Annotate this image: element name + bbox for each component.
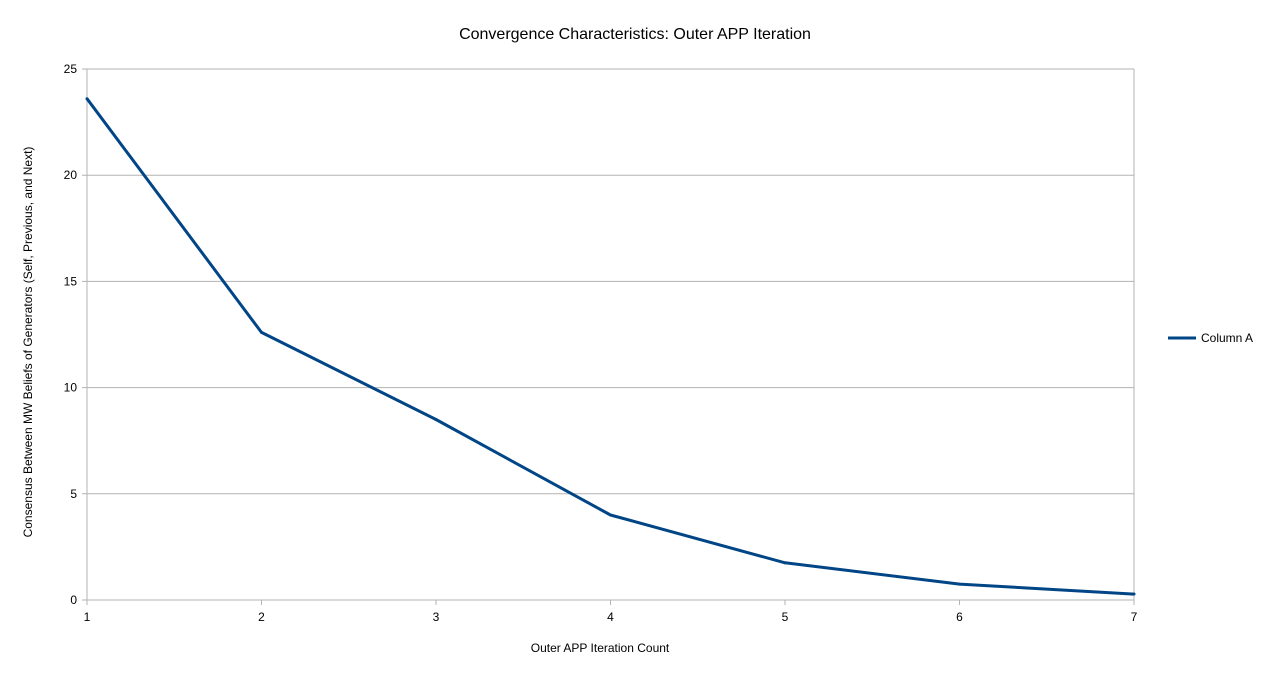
y-axis-label: Consensus Between MW Beliefs of Generato… — [21, 147, 35, 538]
x-tick-label: 4 — [607, 610, 614, 624]
y-tick-label: 20 — [64, 168, 78, 182]
x-axis-label: Outer APP Iteration Count — [531, 641, 670, 655]
legend-label-column-a: Column A — [1201, 331, 1253, 345]
x-tick-label: 5 — [782, 610, 789, 624]
x-tick-label: 6 — [956, 610, 963, 624]
plot-frame — [86, 69, 1135, 605]
series-line-column-a — [85, 97, 1135, 596]
y-tick-label: 10 — [64, 381, 78, 395]
series-layer — [85, 97, 1136, 596]
grid-lines — [82, 68, 1134, 601]
data-point — [1132, 592, 1136, 596]
legend: Column A — [1168, 331, 1253, 345]
data-point — [958, 582, 961, 586]
y-tick-label: 25 — [64, 62, 78, 76]
y-tick-label: 5 — [70, 487, 77, 501]
x-tick-label: 3 — [433, 610, 440, 624]
data-point — [260, 330, 263, 334]
y-tick-label: 15 — [64, 274, 78, 288]
data-point — [609, 513, 612, 517]
x-tick-label: 2 — [258, 610, 265, 624]
x-tick-label: 7 — [1131, 610, 1138, 624]
data-point — [85, 97, 89, 101]
chart-title: Convergence Characteristics: Outer APP I… — [459, 26, 811, 43]
data-point — [783, 561, 787, 565]
x-axis-tick-labels: 1 2 3 4 5 6 7 — [84, 610, 1138, 624]
data-point — [434, 417, 438, 421]
x-tick-label: 1 — [84, 610, 91, 624]
y-axis-tick-labels: 0 5 10 15 20 25 — [64, 62, 78, 607]
y-tick-label: 0 — [70, 593, 77, 607]
